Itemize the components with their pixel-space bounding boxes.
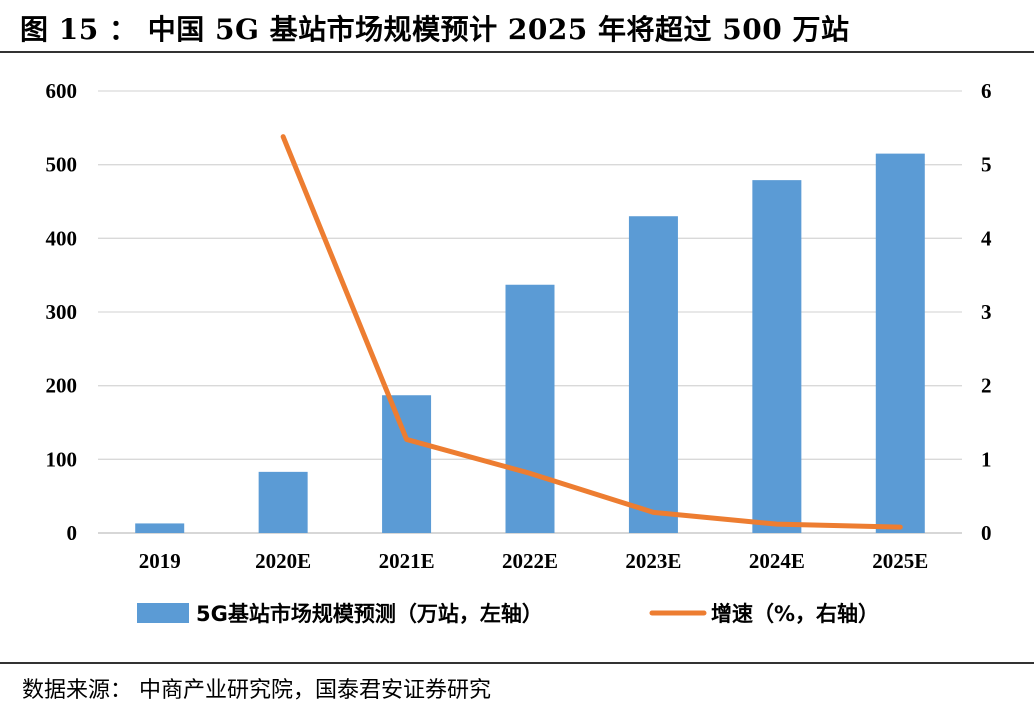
source-divider bbox=[0, 662, 1034, 664]
x-tick-labels: 2019 2020E 2021E 2022E 2023E 2024E 2025E bbox=[139, 549, 929, 573]
bar bbox=[135, 523, 185, 533]
bar bbox=[505, 284, 555, 533]
y-left-tick-label: 400 bbox=[46, 226, 78, 250]
chart: 0 100 200 300 400 500 600 0 1 2 3 4 5 6 2019 2020E 202… bbox=[46, 79, 993, 626]
x-tick-label: 2020E bbox=[255, 549, 311, 573]
growth-line bbox=[280, 134, 903, 530]
y-right-tick-labels: 0 1 2 3 4 5 6 bbox=[981, 79, 992, 545]
y-right-tick-label: 5 bbox=[981, 153, 992, 177]
legend: 5G基站市场规模预测（万站，左轴） 增速（%，右轴） bbox=[137, 602, 879, 626]
y-left-tick-label: 300 bbox=[46, 300, 78, 324]
bar bbox=[382, 395, 432, 533]
figure-title: 图 15 ： 中国 5G 基站市场规模预计 2025 年将超过 500 万站 bbox=[20, 13, 850, 46]
y-left-tick-labels: 0 100 200 300 400 500 600 bbox=[46, 79, 78, 545]
x-tick-label: 2023E bbox=[625, 549, 681, 573]
bar-series bbox=[135, 153, 925, 534]
y-right-tick-label: 6 bbox=[981, 79, 992, 103]
legend-line-label: 增速（%，右轴） bbox=[711, 602, 879, 626]
y-left-tick-label: 500 bbox=[46, 153, 78, 177]
bar bbox=[875, 153, 925, 533]
gridlines bbox=[98, 90, 962, 534]
bar bbox=[628, 216, 678, 533]
x-tick-label: 2022E bbox=[502, 549, 558, 573]
x-tick-label: 2025E bbox=[872, 549, 928, 573]
x-tick-label: 2021E bbox=[379, 549, 435, 573]
legend-bar-label: 5G基站市场规模预测（万站，左轴） bbox=[196, 602, 543, 626]
title-divider bbox=[0, 51, 1034, 53]
bar bbox=[752, 180, 802, 534]
y-right-tick-label: 3 bbox=[981, 300, 992, 324]
y-left-tick-label: 600 bbox=[46, 79, 78, 103]
x-tick-label: 2024E bbox=[749, 549, 805, 573]
y-left-tick-label: 200 bbox=[46, 374, 78, 398]
bar bbox=[258, 471, 308, 533]
line-series bbox=[280, 134, 903, 530]
legend-bar-swatch bbox=[137, 603, 189, 623]
y-right-tick-label: 2 bbox=[981, 374, 992, 398]
y-left-tick-label: 100 bbox=[46, 447, 78, 471]
y-right-tick-label: 4 bbox=[981, 226, 992, 250]
source-note: 数据来源： 中商产业研究院，国泰君安证券研究 bbox=[22, 678, 491, 703]
y-right-tick-label: 0 bbox=[981, 521, 992, 545]
y-right-tick-label: 1 bbox=[981, 447, 992, 471]
x-tick-label: 2019 bbox=[139, 549, 181, 573]
y-left-tick-label: 0 bbox=[67, 521, 78, 545]
